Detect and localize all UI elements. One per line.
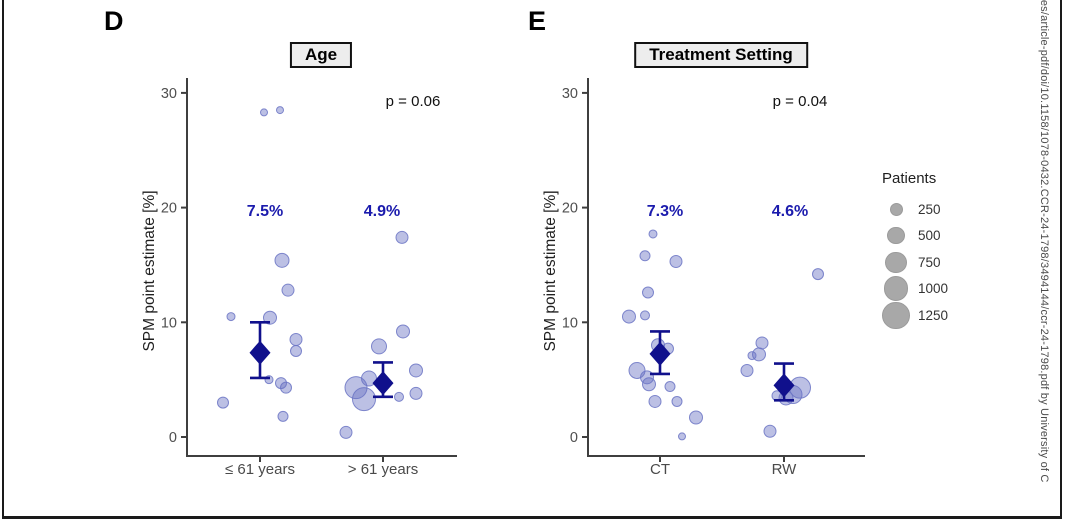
data-point-circle bbox=[678, 432, 686, 441]
data-point-circle bbox=[664, 381, 676, 393]
data-point-circle bbox=[639, 250, 651, 262]
data-point-circle bbox=[352, 387, 376, 412]
legend-item-label: 750 bbox=[918, 254, 941, 270]
data-point-circle bbox=[217, 396, 229, 409]
legend-item: 250 bbox=[880, 196, 1030, 223]
data-point-circle bbox=[669, 255, 683, 269]
legend-size-circle bbox=[887, 227, 905, 245]
y-tick-label: 10 bbox=[161, 315, 177, 331]
frame-border-right bbox=[1060, 0, 1062, 518]
legend-item-label: 1000 bbox=[918, 281, 949, 297]
y-tick-label: 0 bbox=[570, 430, 578, 446]
panel-e-group1-mean-label: 7.3% bbox=[646, 203, 684, 220]
panel-d-group2-mean-label: 4.9% bbox=[363, 203, 401, 220]
frame-border-bottom bbox=[2, 516, 1062, 519]
data-point-circle bbox=[747, 351, 757, 361]
data-point-circle bbox=[740, 363, 754, 377]
legend-circle-box bbox=[880, 276, 912, 302]
data-point-circle bbox=[394, 391, 404, 402]
legend-item: 1250 bbox=[880, 301, 1030, 329]
legend-size-circle bbox=[889, 202, 903, 216]
data-point-circle bbox=[226, 312, 236, 322]
panel-e-title: Treatment Setting bbox=[634, 42, 808, 68]
panel-e-plot: 0 10 20 30 bbox=[562, 78, 865, 462]
data-point-circle bbox=[260, 108, 268, 117]
data-point-circle bbox=[755, 336, 769, 350]
data-point-circle bbox=[396, 324, 410, 339]
data-point-circle bbox=[648, 229, 658, 239]
y-tick-label: 30 bbox=[562, 86, 578, 102]
mean-diamond bbox=[649, 341, 671, 366]
legend-items: 250 500 750 1000 1250 bbox=[880, 196, 1030, 329]
legend-circle-box bbox=[880, 251, 912, 273]
legend-item-label: 250 bbox=[918, 201, 941, 217]
data-point-circle bbox=[274, 252, 290, 268]
mean-diamond bbox=[249, 340, 271, 365]
frame-border-left bbox=[2, 0, 4, 518]
pdf-watermark-text: res/article-pdf/doi/10.1158/1078-0432.CC… bbox=[1038, 0, 1050, 483]
data-point-circle bbox=[280, 381, 292, 394]
legend-circle-box bbox=[880, 301, 912, 329]
panel-e-p-value: p = 0.04 bbox=[772, 93, 828, 110]
data-point-circle bbox=[642, 377, 656, 392]
legend-item: 500 bbox=[880, 223, 1030, 250]
data-point-circle bbox=[763, 424, 777, 438]
y-tick-label: 10 bbox=[562, 315, 578, 331]
data-point-circle bbox=[671, 395, 683, 407]
panel-d-title: Age bbox=[289, 42, 353, 68]
legend-size-circle bbox=[885, 251, 907, 273]
data-point-circle bbox=[648, 394, 662, 408]
legend-item-label: 500 bbox=[918, 228, 941, 244]
data-point-circle bbox=[689, 410, 703, 425]
data-point-circle bbox=[276, 106, 284, 115]
panel-e-group2-mean-label: 4.6% bbox=[771, 203, 809, 220]
data-point-circle bbox=[642, 286, 654, 299]
panel-d-x-label-group1: ≤ 61 years bbox=[225, 461, 295, 478]
panel-d-x-label-group2: > 61 years bbox=[347, 461, 419, 478]
data-point-circle bbox=[409, 386, 423, 400]
panel-d-y-axis-title: SPM point estimate [%] bbox=[141, 190, 158, 352]
y-tick-label: 0 bbox=[169, 430, 177, 446]
panel-d-letter: D bbox=[104, 6, 124, 36]
y-tick-label: 20 bbox=[562, 201, 578, 217]
legend-circle-box bbox=[880, 202, 912, 216]
legend-size-circle bbox=[882, 301, 910, 329]
panel-e-letter: E bbox=[528, 6, 547, 36]
panel-e-y-axis-title: SPM point estimate [%] bbox=[542, 190, 559, 352]
legend-item: 750 bbox=[880, 249, 1030, 276]
mean-diamond bbox=[773, 373, 795, 398]
data-point-circle bbox=[339, 425, 353, 439]
data-point-circle bbox=[290, 344, 302, 357]
legend-item: 1000 bbox=[880, 276, 1030, 303]
panel-e-x-label-group2: RW bbox=[771, 461, 797, 478]
data-point-circle bbox=[263, 310, 277, 325]
panel-d-p-value: p = 0.06 bbox=[385, 93, 441, 110]
legend-item-label: 1250 bbox=[918, 307, 949, 323]
legend-size-circle bbox=[883, 276, 909, 302]
mean-diamond bbox=[372, 371, 394, 396]
legend-title: Patients bbox=[882, 170, 937, 187]
panel-e-x-label-group1: CT bbox=[650, 461, 670, 478]
data-point-circle bbox=[640, 310, 650, 321]
data-point-circle bbox=[371, 338, 387, 355]
legend-circle-box bbox=[880, 227, 912, 245]
data-point-circle bbox=[277, 410, 289, 422]
panel-d-plot: 0 10 20 30 bbox=[161, 78, 457, 462]
data-point-circle bbox=[289, 333, 303, 347]
data-point-circle bbox=[622, 309, 636, 324]
data-point-circle bbox=[409, 363, 423, 378]
data-point-circle bbox=[281, 283, 295, 297]
patients-size-legend: Patients 250 500 750 1000 1250 bbox=[880, 170, 1030, 329]
data-point-circle bbox=[812, 268, 824, 281]
panel-d-group1-mean-label: 7.5% bbox=[246, 203, 284, 220]
y-tick-label: 20 bbox=[161, 201, 177, 217]
data-point-circle bbox=[395, 230, 409, 244]
y-tick-label: 30 bbox=[161, 86, 177, 102]
